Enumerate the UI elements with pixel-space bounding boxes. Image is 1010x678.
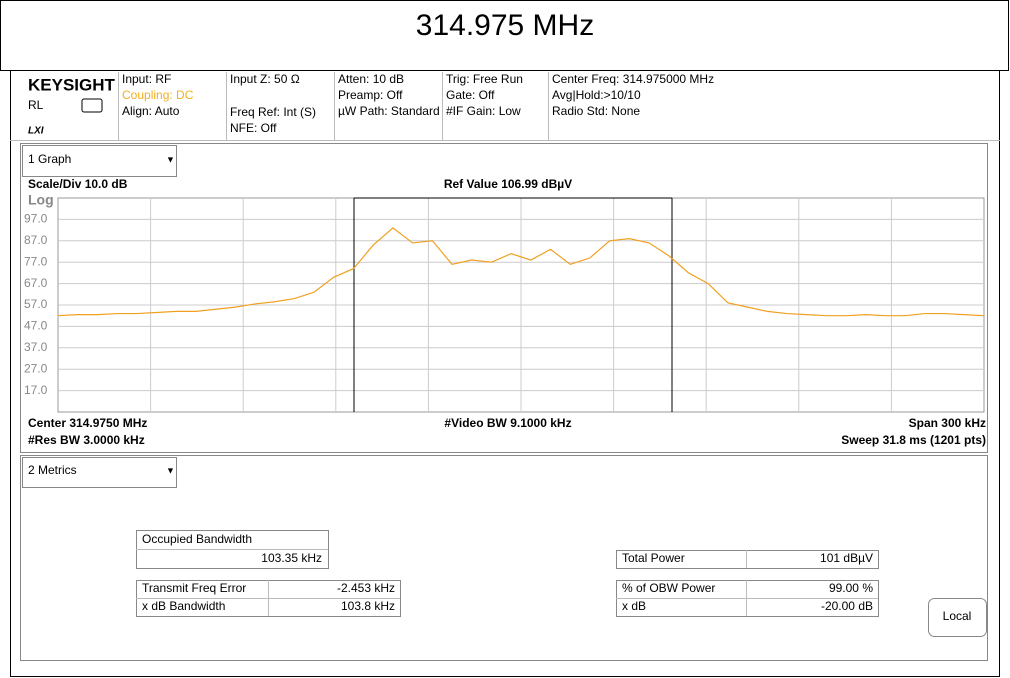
dropdown-arrow: ▼ bbox=[166, 465, 175, 475]
header-field: Preamp: Off bbox=[338, 88, 403, 102]
graph-dropdown-label: 1 Graph bbox=[28, 152, 71, 166]
y-tick-label: 67.0 bbox=[24, 276, 48, 290]
header-field: Atten: 10 dB bbox=[338, 72, 404, 86]
y-tick-label: 17.0 bbox=[24, 383, 48, 397]
header-field: Avg|Hold:>10/10 bbox=[552, 88, 641, 102]
span: Span 300 kHz bbox=[909, 416, 986, 430]
metric-value: -2.453 kHz bbox=[337, 581, 395, 595]
header-field: Trig: Free Run bbox=[446, 72, 523, 86]
dropdown-arrow: ▼ bbox=[166, 154, 175, 164]
header-field: µW Path: Standard bbox=[338, 104, 440, 118]
y-tick-label: 77.0 bbox=[24, 254, 48, 268]
occupied-value: 103.35 kHz bbox=[261, 551, 322, 565]
y-tick-label: 97.0 bbox=[24, 212, 48, 226]
metric-label: Total Power bbox=[622, 551, 685, 565]
graph-dropdown[interactable] bbox=[22, 145, 177, 177]
y-tick-label: 87.0 bbox=[24, 233, 48, 247]
header-field: Gate: Off bbox=[446, 88, 495, 102]
header-field: Input Z: 50 Ω bbox=[230, 72, 300, 86]
icon bbox=[81, 98, 103, 113]
header-field: Input: RF bbox=[122, 72, 171, 86]
trace bbox=[57, 227, 985, 317]
log-label: Log bbox=[28, 192, 54, 208]
sweep: Sweep 31.8 ms (1201 pts) bbox=[841, 433, 986, 447]
occupied-label: Occupied Bandwidth bbox=[142, 532, 252, 546]
rl: RL bbox=[28, 98, 44, 112]
metric-value: -20.00 dB bbox=[821, 599, 873, 613]
metric-label: % of OBW Power bbox=[622, 581, 715, 595]
header-field: Align: Auto bbox=[122, 104, 180, 118]
metric-value: 103.8 kHz bbox=[341, 599, 395, 613]
metric-label: Transmit Freq Error bbox=[142, 581, 246, 595]
metric-value: 99.00 % bbox=[829, 581, 873, 595]
header-field: Coupling: DC bbox=[122, 88, 194, 102]
brand: KEYSIGHT bbox=[28, 75, 116, 94]
header-field: Freq Ref: Int (S) bbox=[230, 105, 316, 119]
metric-label: x dB Bandwidth bbox=[142, 599, 225, 613]
lxi: LXI bbox=[28, 126, 44, 137]
y-tick-label: 57.0 bbox=[24, 297, 48, 311]
local-button-label: Local bbox=[943, 609, 972, 623]
header-field: NFE: Off bbox=[230, 121, 277, 135]
screen-frame bbox=[10, 70, 1000, 677]
y-tick-label: 37.0 bbox=[24, 340, 48, 354]
header-field: #IF Gain: Low bbox=[446, 104, 521, 118]
video-bw: #Video BW 9.1000 kHz bbox=[444, 416, 571, 430]
scale: Scale/Div 10.0 dB bbox=[28, 177, 128, 191]
center: Center 314.9750 MHz bbox=[28, 416, 147, 430]
header-field: Radio Std: None bbox=[552, 104, 640, 118]
y-tick-label: 47.0 bbox=[24, 319, 48, 333]
res-bw: #Res BW 3.0000 kHz bbox=[28, 433, 145, 447]
power-table bbox=[616, 550, 879, 569]
metric-value: 101 dBµV bbox=[820, 551, 873, 565]
ref-value: Ref Value 106.99 dBµV bbox=[444, 177, 572, 191]
y-tick-label: 27.0 bbox=[24, 361, 48, 375]
local-button[interactable] bbox=[928, 598, 987, 637]
title: 314.975 MHz bbox=[416, 9, 594, 42]
header-field: Center Freq: 314.975000 MHz bbox=[552, 72, 714, 86]
metric-label: x dB bbox=[622, 599, 646, 613]
metrics-dropdown-label: 2 Metrics bbox=[28, 463, 77, 477]
metrics-dropdown[interactable] bbox=[22, 457, 177, 488]
